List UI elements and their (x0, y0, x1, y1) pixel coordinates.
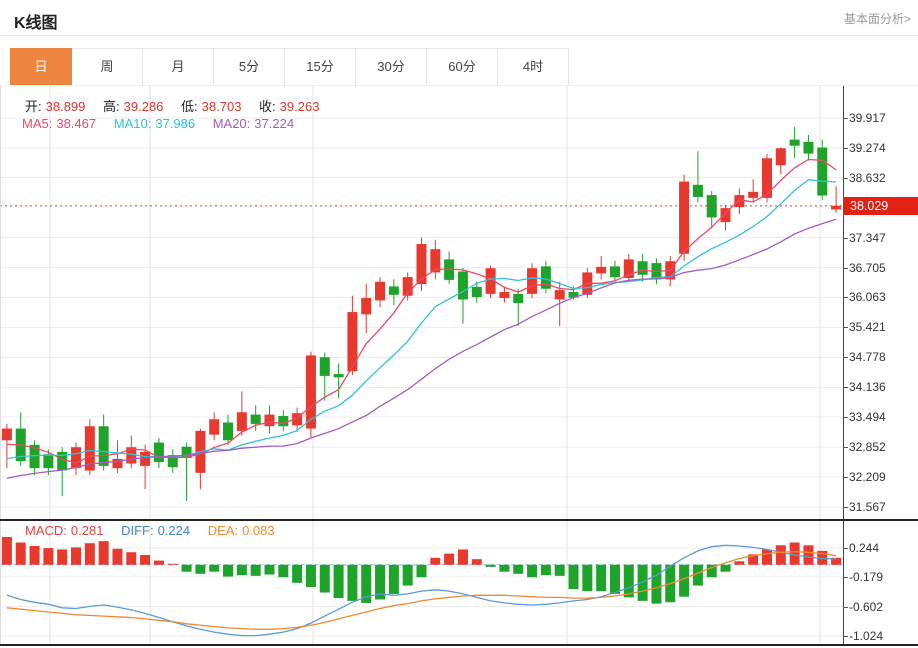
macd-axis-tick: -0.602 (849, 599, 884, 614)
y-axis-tick-mark (843, 267, 848, 269)
y-axis-tick: 32.852 (849, 440, 886, 455)
tab-30min[interactable]: 30分 (356, 48, 427, 86)
chart-bottom-border (0, 644, 918, 646)
tab-5min[interactable]: 5分 (214, 48, 285, 86)
y-axis-tick-mark (843, 327, 848, 329)
macd-axis-tick-mark (843, 547, 848, 549)
y-axis-tick: 38.632 (849, 170, 886, 185)
page-header: K线图 基本面分析> (0, 0, 918, 36)
y-axis-tick: 35.421 (849, 320, 886, 335)
y-axis-tick-mark (843, 297, 848, 299)
macd-axis-tick-mark (843, 606, 848, 608)
y-axis-line (843, 86, 844, 646)
current-price-tag: 38.029 (843, 196, 918, 215)
y-axis-tick: 34.136 (849, 380, 886, 395)
tab-15min[interactable]: 15分 (285, 48, 356, 86)
macd-axis-tick: -1.024 (849, 628, 884, 643)
y-axis-tick: 32.209 (849, 470, 886, 485)
y-axis-tick-mark (843, 387, 848, 389)
y-axis-tick: 33.494 (849, 410, 886, 425)
y-axis-tick: 31.567 (849, 500, 886, 515)
y-axis-tick: 37.347 (849, 230, 886, 245)
y-axis-tick-mark (843, 117, 848, 119)
y-axis-tick: 34.778 (849, 350, 886, 365)
panel-separator (0, 519, 918, 521)
y-axis-tick-mark (843, 477, 848, 479)
macd-axis-tick-mark (843, 635, 848, 637)
y-axis-tick-mark (843, 147, 848, 149)
y-axis-tick-mark (843, 357, 848, 359)
y-axis-tick-mark (843, 177, 848, 179)
fundamental-analysis-link[interactable]: 基本面分析> (843, 12, 911, 26)
y-axis-tick-mark (843, 447, 848, 449)
y-axis-tick: 39.274 (849, 140, 886, 155)
macd-chart[interactable] (0, 521, 843, 646)
y-axis-tick-mark (843, 237, 848, 239)
y-axis-tick: 36.063 (849, 290, 886, 305)
y-axis-tick-mark (843, 507, 848, 509)
y-axis-tick-mark (843, 417, 848, 419)
macd-axis-tick: -0.179 (849, 570, 884, 585)
tab-day[interactable]: 日 (10, 48, 72, 86)
tab-60min[interactable]: 60分 (427, 48, 498, 86)
main-candlestick-chart[interactable] (0, 86, 843, 521)
chart-region: 39.917 39.274 38.632 37.347 36.705 36.063 35.4… (0, 85, 918, 648)
tab-week[interactable]: 周 (72, 48, 143, 86)
macd-axis-tick: 0.244 (849, 540, 880, 555)
tab-month[interactable]: 月 (143, 48, 214, 86)
y-axis-tick: 39.917 (849, 110, 886, 125)
chart-left-border (0, 86, 1, 646)
tab-4hour[interactable]: 4时 (498, 48, 569, 86)
period-tab-bar: 日周月 5分 15分 30分 60分 4时 (10, 48, 569, 86)
y-axis-tick: 36.705 (849, 260, 886, 275)
page-title: K线图 (14, 15, 58, 32)
macd-axis-tick-mark (843, 577, 848, 579)
